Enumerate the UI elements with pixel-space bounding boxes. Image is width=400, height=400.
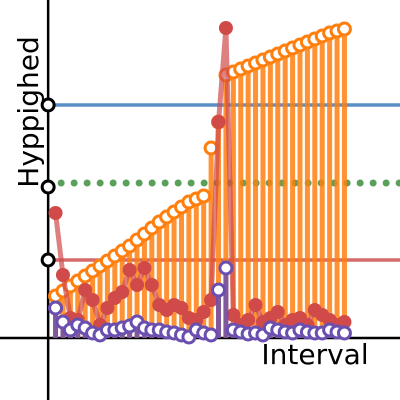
marker: [241, 313, 256, 327]
x-axis-label: Interval: [261, 338, 368, 371]
marker: [248, 298, 263, 312]
marker: [336, 325, 352, 341]
marker: [78, 283, 93, 297]
marker: [211, 115, 226, 129]
marker: [137, 261, 152, 275]
y-tick: [40, 252, 56, 268]
marker: [55, 268, 70, 282]
marker: [218, 21, 233, 35]
marker: [218, 260, 234, 276]
marker: [100, 301, 115, 315]
marker: [203, 327, 219, 343]
marker: [336, 21, 352, 37]
y-tick: [40, 179, 56, 195]
marker: [115, 285, 130, 299]
marker: [211, 282, 227, 298]
marker: [196, 188, 212, 204]
y-tick: [40, 97, 56, 113]
y-axis-label: Hyppighed: [12, 36, 45, 187]
marker: [122, 263, 137, 277]
marker: [130, 278, 145, 292]
marker: [226, 308, 241, 322]
marker: [48, 300, 64, 316]
marker: [85, 293, 100, 307]
marker: [48, 206, 63, 220]
marker: [174, 301, 189, 315]
marker: [144, 278, 159, 292]
marker: [196, 305, 211, 319]
marker: [270, 305, 285, 319]
marker: [204, 293, 219, 307]
marker: [337, 315, 352, 329]
